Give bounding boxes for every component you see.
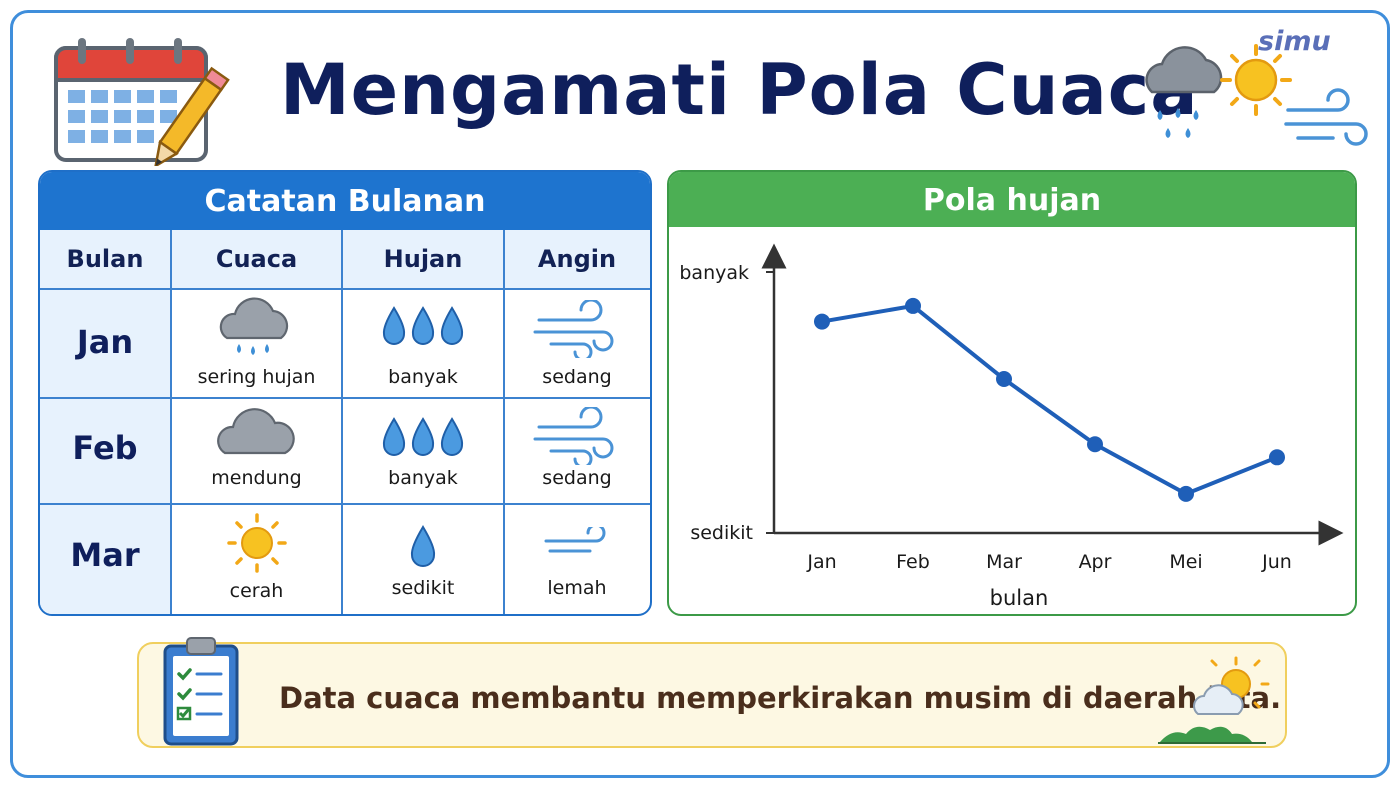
rain-cell: banyak bbox=[341, 290, 503, 397]
month-cell: Mar bbox=[40, 505, 170, 614]
wind-label: sedang bbox=[542, 366, 612, 388]
one-drop-icon bbox=[410, 525, 436, 567]
data-point-mar bbox=[996, 371, 1012, 388]
column-header-cuaca: Cuaca bbox=[170, 230, 341, 288]
data-point-jun bbox=[1269, 449, 1285, 466]
x-tick-label: Apr bbox=[1079, 551, 1112, 573]
data-point-apr bbox=[1087, 436, 1103, 453]
rain-cloud-icon bbox=[219, 297, 288, 355]
weather-icons-group bbox=[1145, 44, 1368, 146]
x-tick-label: Feb bbox=[896, 551, 930, 573]
info-note: Data cuaca membantu memperkirakan musim … bbox=[137, 637, 1287, 748]
weather-cell: sering hujan bbox=[170, 290, 341, 397]
x-tick-label: Mar bbox=[986, 551, 1022, 573]
column-header-hujan: Hujan bbox=[341, 230, 503, 288]
column-header-angin: Angin bbox=[503, 230, 649, 288]
rain-label: banyak bbox=[388, 366, 458, 388]
wind-cell: lemah bbox=[503, 505, 649, 614]
wind-medium-icon bbox=[533, 300, 614, 358]
three-drops-icon bbox=[382, 306, 464, 345]
x-tick-label: Jun bbox=[1261, 551, 1292, 573]
sun-icon bbox=[226, 513, 287, 573]
x-axis-label: bulan bbox=[990, 586, 1049, 610]
rain-label: banyak bbox=[388, 467, 458, 489]
y-label-top: banyak bbox=[679, 262, 749, 284]
note-text: Data cuaca membantu memperkirakan musim … bbox=[279, 681, 1282, 715]
monthly-record-table: Catatan Bulanan Bulan Cuaca Hujan Angin … bbox=[38, 170, 652, 616]
rain-cloud-icon bbox=[1145, 46, 1223, 138]
weather-label: cerah bbox=[229, 580, 284, 602]
record-grid: Bulan Cuaca Hujan Angin Jan sering hujan bbox=[40, 230, 650, 614]
wind-cell: sedang bbox=[503, 290, 649, 397]
sun-cloud-icon bbox=[1158, 656, 1270, 744]
data-point-jan bbox=[814, 313, 830, 330]
table-row: Jan sering hujan banyak bbox=[40, 288, 650, 397]
table-title: Catatan Bulanan bbox=[40, 172, 650, 230]
rain-cell: banyak bbox=[341, 399, 503, 503]
wind-label: sedang bbox=[542, 467, 612, 489]
rain-pattern-chart-panel: Pola hujan banyak sedikit bulan Jan Feb Ma… bbox=[667, 170, 1357, 616]
brand-logo: simu bbox=[1258, 26, 1331, 57]
weather-label: sering hujan bbox=[197, 366, 316, 388]
wind-cell: sedang bbox=[503, 399, 649, 503]
rain-line-chart: banyak sedikit bulan Jan Feb Mar Apr Mei Jun bbox=[679, 243, 1344, 610]
table-row: Feb mendung banyak bbox=[40, 397, 650, 503]
table-header-row: Bulan Cuaca Hujan Angin bbox=[40, 230, 650, 288]
calendar-pencil-icon bbox=[54, 38, 230, 166]
x-tick-label: Mei bbox=[1169, 551, 1202, 573]
three-drops-icon bbox=[382, 417, 464, 456]
wind-weak-icon bbox=[544, 527, 606, 553]
month-cell: Feb bbox=[40, 399, 170, 503]
month-cell: Jan bbox=[40, 290, 170, 397]
x-tick-label: Jan bbox=[806, 551, 836, 573]
rain-series-line bbox=[821, 303, 1278, 496]
chart-marks: Jan Feb Mar Apr Mei Jun bbox=[806, 297, 1292, 573]
column-header-bulan: Bulan bbox=[66, 245, 144, 273]
weather-cell: cerah bbox=[170, 505, 341, 614]
weather-label: mendung bbox=[211, 467, 302, 489]
clipboard-checklist-icon bbox=[163, 637, 239, 746]
wind-medium-icon bbox=[533, 407, 614, 465]
y-label-bottom: sedikit bbox=[690, 522, 753, 544]
table-row: Mar cerah sedikit bbox=[40, 503, 650, 614]
data-point-feb bbox=[905, 297, 921, 314]
cloud-icon bbox=[216, 408, 295, 455]
page-title: Mengamati Pola Cuaca bbox=[280, 49, 1199, 131]
wind-icon bbox=[1284, 88, 1368, 146]
weather-cell: mendung bbox=[170, 399, 341, 503]
wind-label: lemah bbox=[547, 577, 607, 599]
rain-label: sedikit bbox=[391, 577, 455, 599]
rain-cell: sedikit bbox=[341, 505, 503, 614]
data-point-mei bbox=[1178, 485, 1194, 502]
sun-icon bbox=[1220, 44, 1292, 116]
chart-title: Pola hujan bbox=[669, 172, 1355, 227]
